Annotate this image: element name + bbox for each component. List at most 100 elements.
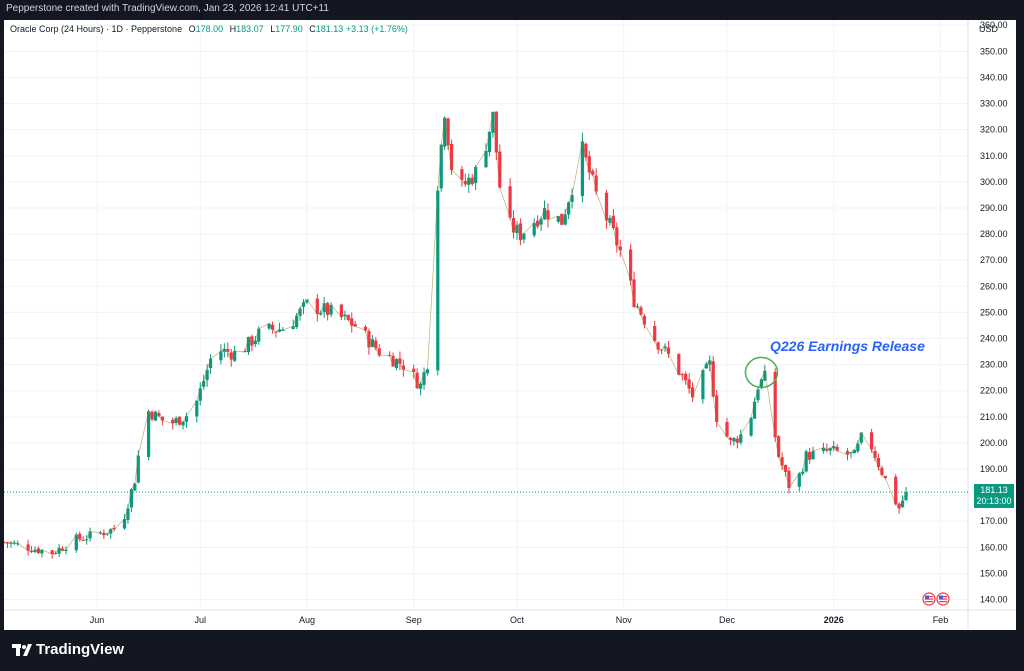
candle-body-up xyxy=(811,451,815,460)
candle-body-up xyxy=(859,432,863,443)
candle-body-down xyxy=(353,324,357,327)
candle-body-down xyxy=(735,438,739,443)
candle-body-up xyxy=(804,451,808,472)
candle-body-up xyxy=(484,150,488,168)
candle-body-up xyxy=(425,369,430,374)
candle-body-down xyxy=(594,175,598,192)
us-flag-events-icon[interactable] xyxy=(922,592,952,606)
candle-body-down xyxy=(677,353,681,375)
candle-body-down xyxy=(401,365,405,370)
candle-body-down xyxy=(470,177,474,185)
y-tick-label: 230.00 xyxy=(980,360,1008,370)
candle-body-up xyxy=(133,483,137,491)
candle-body-down xyxy=(363,326,368,331)
candle-body-up xyxy=(305,299,309,303)
candle-body-up xyxy=(222,348,226,352)
candle-body-up xyxy=(208,358,213,369)
candle-body-down xyxy=(870,432,874,450)
candle-body-up xyxy=(153,411,158,421)
candle-body-up xyxy=(567,202,571,215)
candle-body-up xyxy=(570,194,574,202)
high-value: 183.07 xyxy=(236,24,264,34)
currency-label[interactable]: USD xyxy=(978,24,998,34)
candle-body-up xyxy=(556,216,560,222)
candle-body-up xyxy=(298,308,302,316)
high-label: H xyxy=(229,24,237,34)
candle-body-up xyxy=(704,363,708,369)
candle-body-up xyxy=(40,549,44,554)
candle-body-down xyxy=(112,527,116,530)
candle-body-up xyxy=(563,214,567,225)
candle-body-up xyxy=(436,190,440,371)
candle-body-down xyxy=(715,395,719,423)
candle-body-up xyxy=(267,323,271,329)
candle-body-down xyxy=(780,457,784,466)
candle-body-up xyxy=(281,329,285,331)
candle-body-down xyxy=(773,371,777,438)
x-tick-label: Jun xyxy=(90,615,105,625)
attribution-bar: Pepperstone created with TradingView.com… xyxy=(0,0,1024,18)
candle-body-down xyxy=(398,358,402,364)
y-tick-label: 280.00 xyxy=(980,229,1008,239)
candle-body-down xyxy=(845,450,850,455)
candle-body-up xyxy=(443,117,447,147)
y-tick-label: 320.00 xyxy=(980,125,1008,135)
y-tick-label: 360.00 xyxy=(980,20,1008,30)
candle-body-down xyxy=(102,532,106,536)
candle-body-up xyxy=(257,328,261,342)
candle-body-down xyxy=(339,304,343,318)
y-tick-label: 290.00 xyxy=(980,203,1008,213)
candle-body-down xyxy=(546,210,550,220)
y-tick-label: 350.00 xyxy=(980,46,1008,56)
candle-body-down xyxy=(728,437,733,440)
close-value: 181.13 xyxy=(315,24,344,34)
candle-body-down xyxy=(787,470,791,489)
candle-body-up xyxy=(129,489,133,508)
candle-body-down xyxy=(367,331,371,348)
candle-body-up xyxy=(57,547,61,554)
candle-body-up xyxy=(522,233,526,240)
price-chart[interactable]: 140.00150.00160.00170.00180.00190.00200.… xyxy=(4,20,1016,630)
tradingview-brand[interactable]: TradingView xyxy=(36,641,125,658)
symbol-name: Oracle Corp (24 Hours) · 1D · Pepperston… xyxy=(10,24,183,34)
candle-body-down xyxy=(873,450,877,459)
candle-body-up xyxy=(343,314,347,317)
candle-body-down xyxy=(346,315,350,320)
candle-body-down xyxy=(615,227,619,246)
candle-body-up xyxy=(205,369,209,381)
candle-body-up xyxy=(904,492,908,501)
tradingview-logo-icon[interactable] xyxy=(12,644,32,658)
low-label: L xyxy=(270,24,276,34)
change-value: +3.13 (+1.76%) xyxy=(345,24,408,34)
candle-body-up xyxy=(64,549,68,551)
candle-body-up xyxy=(542,208,547,220)
y-tick-label: 300.00 xyxy=(980,177,1008,187)
candle-body-up xyxy=(322,303,326,313)
candle-body-down xyxy=(415,372,419,389)
candle-body-up xyxy=(828,448,832,451)
open-value: 178.00 xyxy=(195,24,224,34)
footer-bar: TradingView xyxy=(0,632,1024,671)
candle-body-down xyxy=(36,548,41,554)
candle-body-down xyxy=(60,548,65,551)
candle-body-up xyxy=(33,549,37,552)
candle-body-down xyxy=(560,213,564,225)
y-tick-label: 270.00 xyxy=(980,255,1008,265)
candle-body-down xyxy=(449,143,454,170)
candle-body-down xyxy=(50,550,54,555)
candle-body-down xyxy=(511,218,516,233)
candle-body-up xyxy=(900,500,905,508)
candle-body-down xyxy=(388,354,392,356)
candle-body-up xyxy=(198,388,202,401)
x-tick-label: Jul xyxy=(194,615,206,625)
annotation-label: Q226 Earnings Release xyxy=(770,338,925,354)
candle-body-up xyxy=(105,533,109,535)
chart-panel[interactable]: 140.00150.00160.00170.00180.00190.00200.… xyxy=(4,20,1016,630)
candle-body-up xyxy=(12,542,16,544)
candle-body-down xyxy=(446,118,450,146)
candle-body-down xyxy=(880,467,884,475)
y-tick-label: 240.00 xyxy=(980,333,1008,343)
candle-body-down xyxy=(160,416,164,421)
y-tick-label: 340.00 xyxy=(980,72,1008,82)
y-tick-label: 150.00 xyxy=(980,568,1008,578)
